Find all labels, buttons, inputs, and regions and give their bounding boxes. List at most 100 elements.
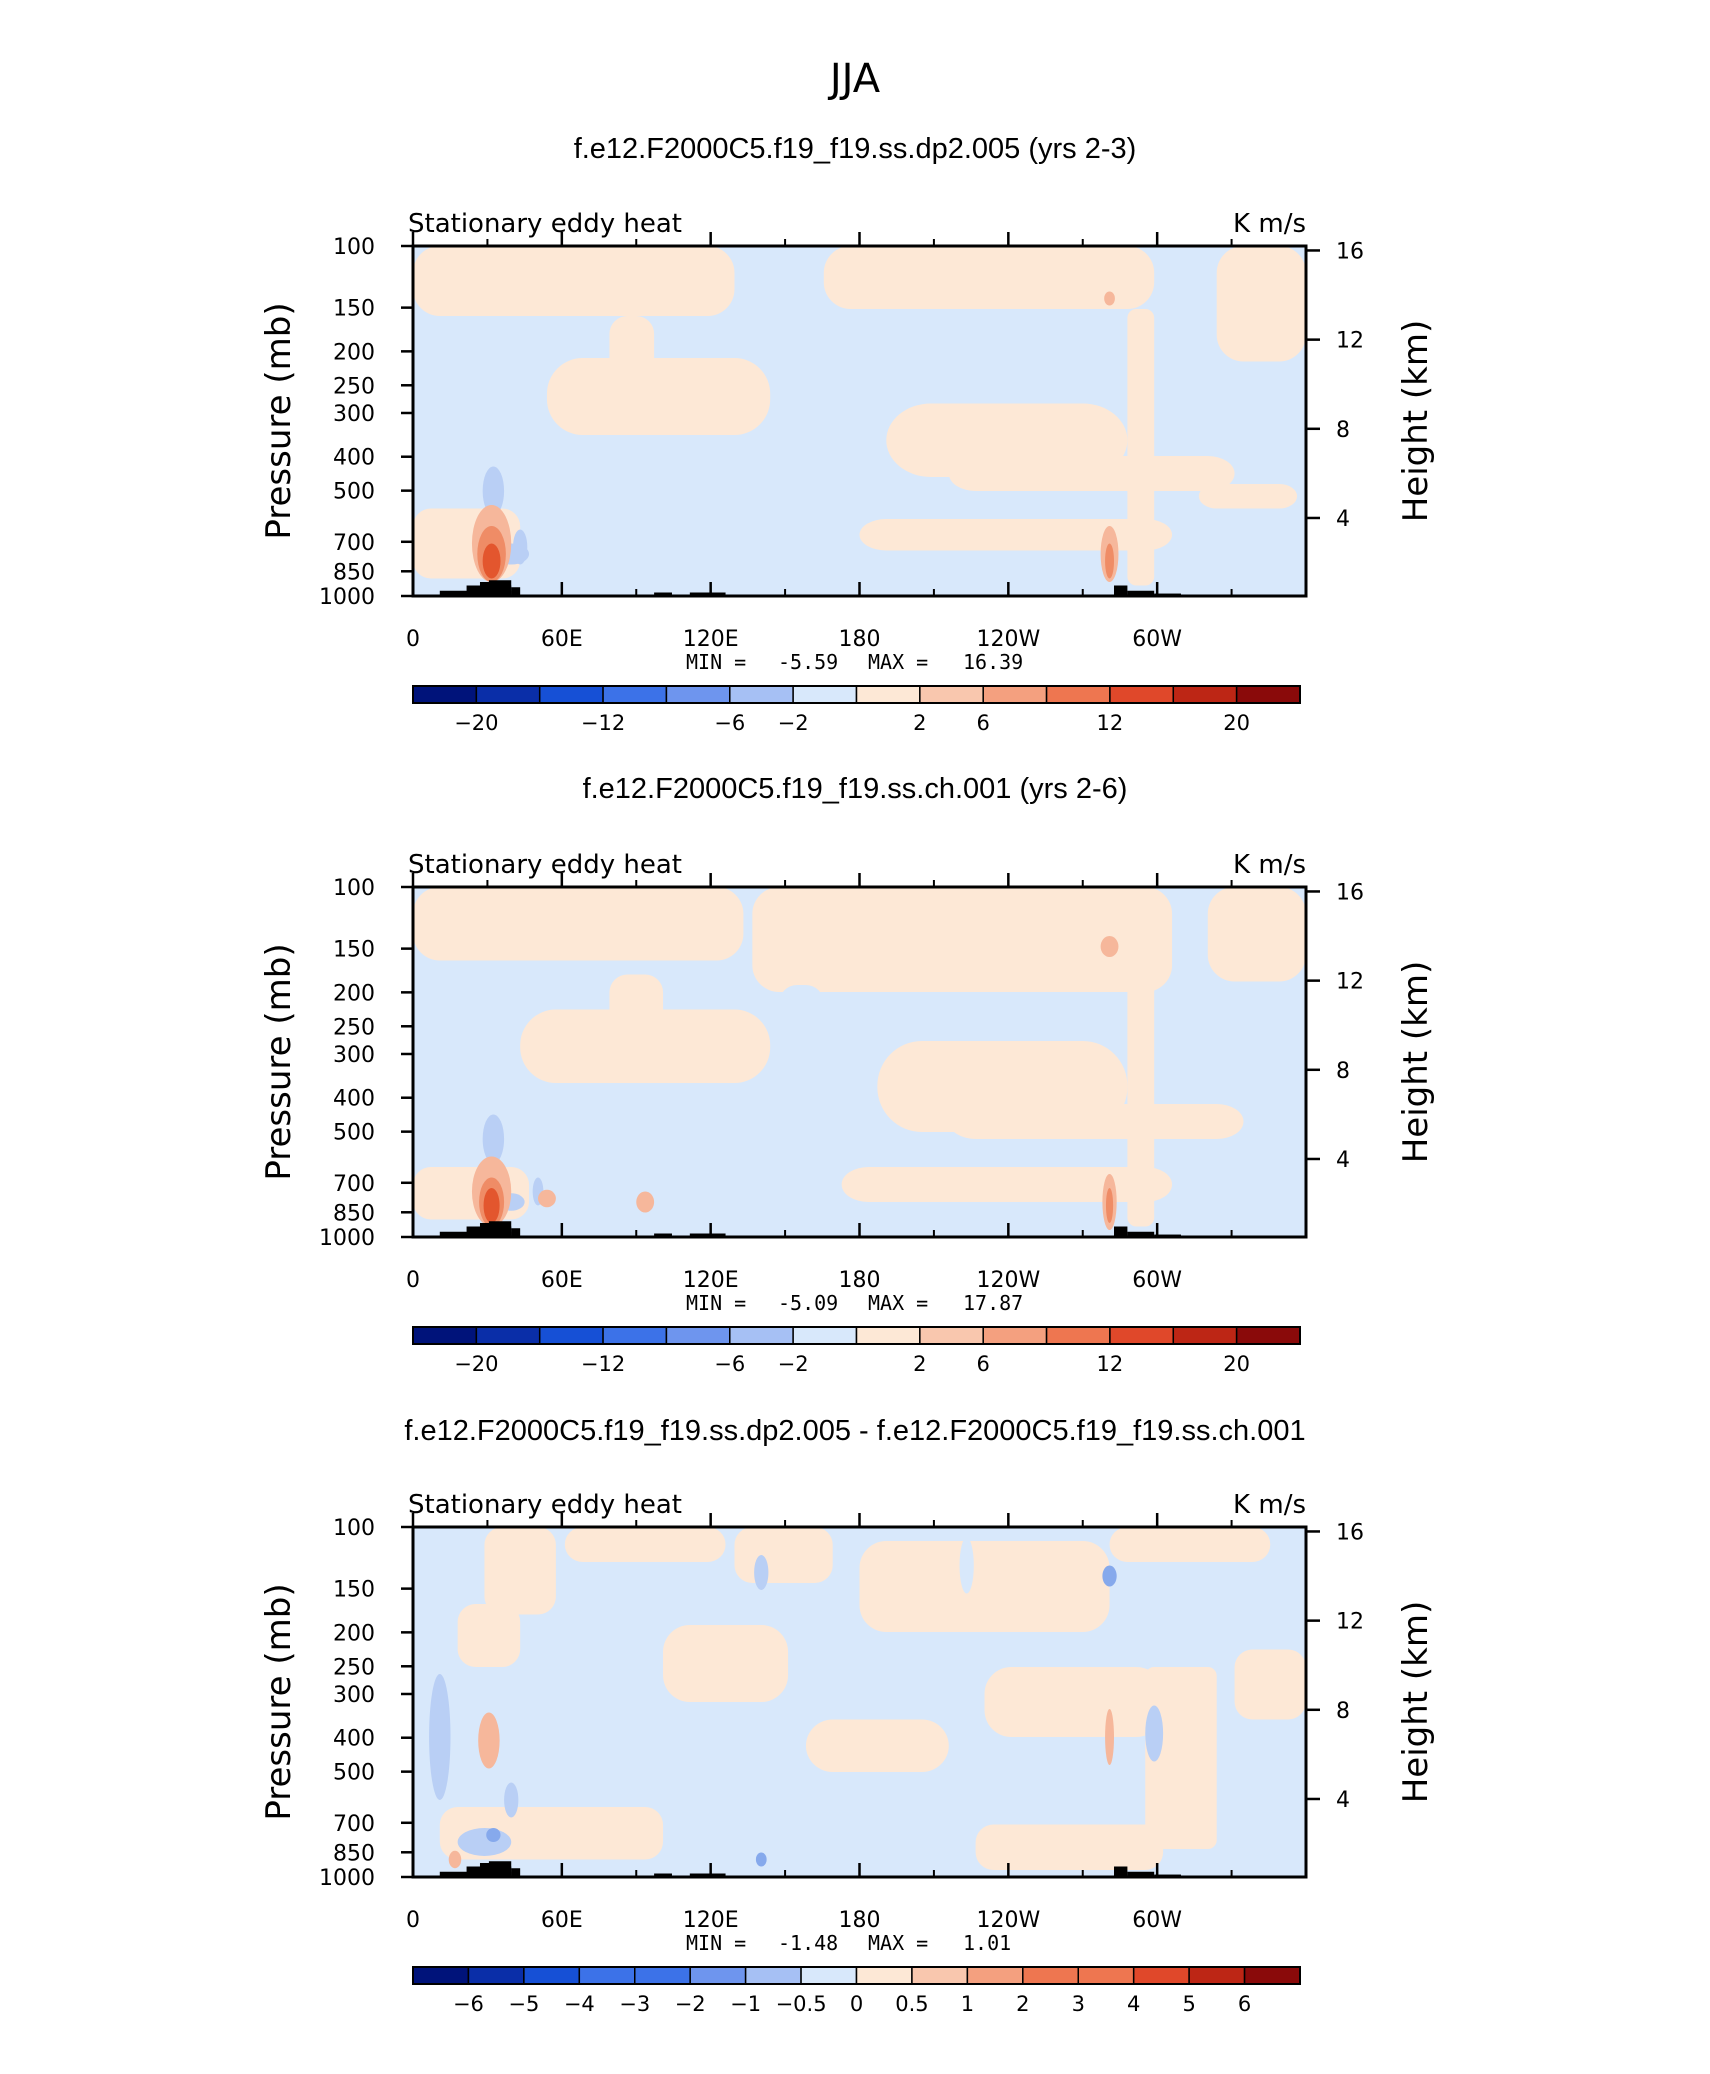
- contour-blob: [538, 1189, 556, 1208]
- contour-region: [1109, 1527, 1271, 1562]
- y-tick-label: 500: [333, 1761, 375, 1786]
- contour-region: [734, 1527, 833, 1583]
- y-tick-label: 250: [333, 1015, 375, 1040]
- colorbar-segment: [966, 1966, 1024, 1985]
- contour-region: [805, 1719, 949, 1772]
- contour-field: [413, 1527, 1306, 1877]
- max-value: 1.01: [963, 1931, 1011, 1955]
- colorbar-segment: [982, 685, 1048, 704]
- colorbar-segment: [1077, 1966, 1135, 1985]
- contour-region: [948, 456, 1235, 491]
- colorbar-segment: [744, 1966, 802, 1985]
- y2-axis-label: Height (km): [1396, 1601, 1436, 1804]
- contour-region: [948, 1104, 1244, 1139]
- x-tick-label: 120W: [976, 627, 1040, 652]
- contour-blob: [457, 1828, 512, 1856]
- colorbar-segment: [523, 1966, 581, 1985]
- colorbar-label: −1: [730, 1992, 761, 2016]
- topography-step: [1114, 1226, 1128, 1238]
- colorbar-segment: [800, 1966, 858, 1985]
- colorbar-frame: [412, 1966, 1301, 1985]
- min-label: MIN =: [686, 1291, 746, 1315]
- colorbar-label: 20: [1223, 1352, 1250, 1376]
- colorbar-segment: [602, 685, 668, 704]
- colorbar-label: 6: [1238, 1992, 1251, 2016]
- colorbar-label: −2: [675, 1992, 706, 2016]
- colorbar-segment: [475, 1326, 541, 1345]
- panel-3: f.e12.F2000C5.f19_f19.ss.dp2.005 - f.e12…: [259, 1415, 1436, 2016]
- max-label: MAX =: [868, 650, 928, 674]
- y-tick-label: 1000: [319, 1226, 375, 1251]
- contour-blob: [1100, 936, 1119, 957]
- y-tick-label: 400: [333, 1727, 375, 1752]
- colorbar-segment: [412, 1326, 478, 1345]
- variable-label: Stationary eddy heat: [408, 1490, 682, 1520]
- contour-region: [823, 246, 1155, 309]
- contour-region: [841, 1167, 1173, 1202]
- panel-2: f.e12.F2000C5.f19_f19.ss.ch.001 (yrs 2-6…: [259, 773, 1436, 1376]
- topography-step: [1127, 1231, 1155, 1238]
- contour-region: [457, 1604, 521, 1667]
- colorbar-label: 20: [1223, 711, 1250, 735]
- y-tick-label: 700: [333, 531, 375, 556]
- x-tick-label: 120W: [976, 1908, 1040, 1933]
- contour-blob: [448, 1850, 462, 1869]
- colorbar-segment: [1235, 685, 1301, 704]
- colorbar-label: 12: [1097, 1352, 1124, 1376]
- colorbar-label: 2: [913, 711, 926, 735]
- contour-blob: [1105, 1188, 1114, 1223]
- contour-region: [546, 358, 771, 435]
- colorbar-frame: [412, 685, 1301, 704]
- y2-tick-label: 8: [1336, 1699, 1350, 1724]
- max-label: MAX =: [868, 1931, 928, 1955]
- colorbar-segment: [855, 1966, 913, 1985]
- colorbar: −20 −12 −6 −2 2 6 12 20: [412, 1326, 1301, 1376]
- colorbar-label: 2: [913, 1352, 926, 1376]
- y2-tick-label: 8: [1336, 418, 1350, 443]
- y-tick-label: 200: [333, 981, 375, 1006]
- colorbar-label: −2: [778, 1352, 809, 1376]
- contour-blob: [754, 1555, 769, 1590]
- y-tick-label: 700: [333, 1812, 375, 1837]
- colorbar-segment: [412, 1966, 470, 1985]
- contour-region: [752, 887, 1173, 992]
- topography-step: [1127, 1871, 1155, 1878]
- colorbar-label: 1: [961, 1992, 974, 2016]
- min-value: -5.09: [778, 1291, 838, 1315]
- contour-field: [413, 246, 1306, 596]
- colorbar-frame: [412, 1326, 1301, 1345]
- contour-blob: [486, 1828, 501, 1842]
- colorbar-label: −5: [508, 1992, 539, 2016]
- y-tick-label: 1000: [319, 585, 375, 610]
- colorbar-segment: [665, 1326, 731, 1345]
- y-tick-label: 200: [333, 340, 375, 365]
- contour-blob: [959, 1537, 974, 1594]
- colorbar-segment: [689, 1966, 747, 1985]
- y-tick-label: 100: [333, 876, 375, 901]
- colorbar-segment: [919, 1326, 984, 1345]
- topography-step: [1127, 590, 1155, 597]
- max-value: 17.87: [963, 1291, 1023, 1315]
- contour-region: [413, 1167, 530, 1220]
- contour-region: [859, 1541, 1110, 1632]
- colorbar-label: −0.5: [776, 1992, 827, 2016]
- y2-tick-label: 4: [1336, 1148, 1350, 1173]
- y-tick-label: 150: [333, 938, 375, 963]
- colorbar-label: 5: [1182, 1992, 1195, 2016]
- y2-tick-label: 4: [1336, 507, 1350, 532]
- y-tick-label: 700: [333, 1172, 375, 1197]
- contour-region: [1127, 974, 1155, 1227]
- y2-tick-label: 12: [1336, 970, 1364, 995]
- contour-blob: [1102, 1565, 1117, 1587]
- max-label: MAX =: [868, 1291, 928, 1315]
- x-tick-label: 180: [839, 1268, 881, 1293]
- colorbar-segment: [1172, 685, 1238, 704]
- x-tick-label: 120E: [683, 1268, 739, 1293]
- contour-blob: [483, 1188, 500, 1223]
- y-tick-label: 1000: [319, 1866, 375, 1891]
- contour-region: [413, 887, 744, 961]
- y-tick-label: 300: [333, 402, 375, 427]
- units-label: K m/s: [1233, 209, 1306, 239]
- colorbar-label: 4: [1127, 1992, 1140, 2016]
- y-tick-label: 150: [333, 1578, 375, 1603]
